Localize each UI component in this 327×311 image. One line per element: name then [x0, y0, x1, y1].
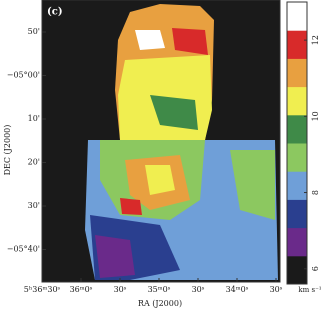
colorbar-segment	[287, 199, 307, 229]
x-tick-label: 34ᵐ0ˢ	[226, 285, 249, 294]
plot-frame	[41, 0, 281, 283]
y-tick-label: 10'	[28, 114, 40, 123]
x-axis-label: RA (J2000)	[138, 299, 182, 308]
colorbar-segment	[287, 58, 307, 88]
region	[230, 150, 275, 220]
colorbar-segment	[287, 2, 307, 31]
y-tick-label: 30'	[28, 201, 40, 210]
y-tick-label: −05°00'	[7, 71, 40, 80]
region	[172, 28, 208, 55]
region	[95, 235, 135, 278]
colorbar-segment	[287, 86, 307, 116]
colorbar-label: km s⁻¹	[298, 286, 321, 294]
x-tick-label: 30ˢ	[192, 285, 205, 294]
panel-label: (c)	[47, 7, 63, 18]
x-tick-label: 35ᵐ0ˢ	[148, 285, 171, 294]
region	[145, 165, 175, 195]
y-tick-label: −05°40'	[7, 245, 40, 254]
region	[150, 95, 198, 130]
colorbar-segment	[287, 171, 307, 200]
colorbar-tick-label: 12	[311, 35, 320, 45]
colorbar-tick-label: 8	[311, 190, 320, 195]
y-tick-label: 20'	[28, 158, 40, 167]
x-tick-label: 5ʰ36ᵐ30ˢ	[24, 285, 61, 294]
colorbar-frame	[286, 1, 308, 285]
x-tick-label: 30ˢ	[114, 285, 127, 294]
region	[120, 198, 142, 215]
y-tick-label: 50'	[28, 27, 40, 36]
colorbar-segment	[287, 255, 307, 285]
colorbar-segment	[287, 143, 307, 172]
map	[42, 0, 280, 282]
x-tick-label: 30ˢ	[270, 285, 283, 294]
region	[135, 30, 165, 50]
colorbar-tick-label: 6	[311, 266, 320, 271]
y-axis-label: DEC (J2000)	[3, 125, 12, 176]
colorbar-segment	[287, 227, 307, 257]
colorbar-tick-label: 10	[311, 111, 320, 121]
x-tick-label: 36ᵐ0ˢ	[70, 285, 93, 294]
colorbar-segment	[287, 114, 307, 144]
colorbar-segment	[287, 30, 307, 59]
